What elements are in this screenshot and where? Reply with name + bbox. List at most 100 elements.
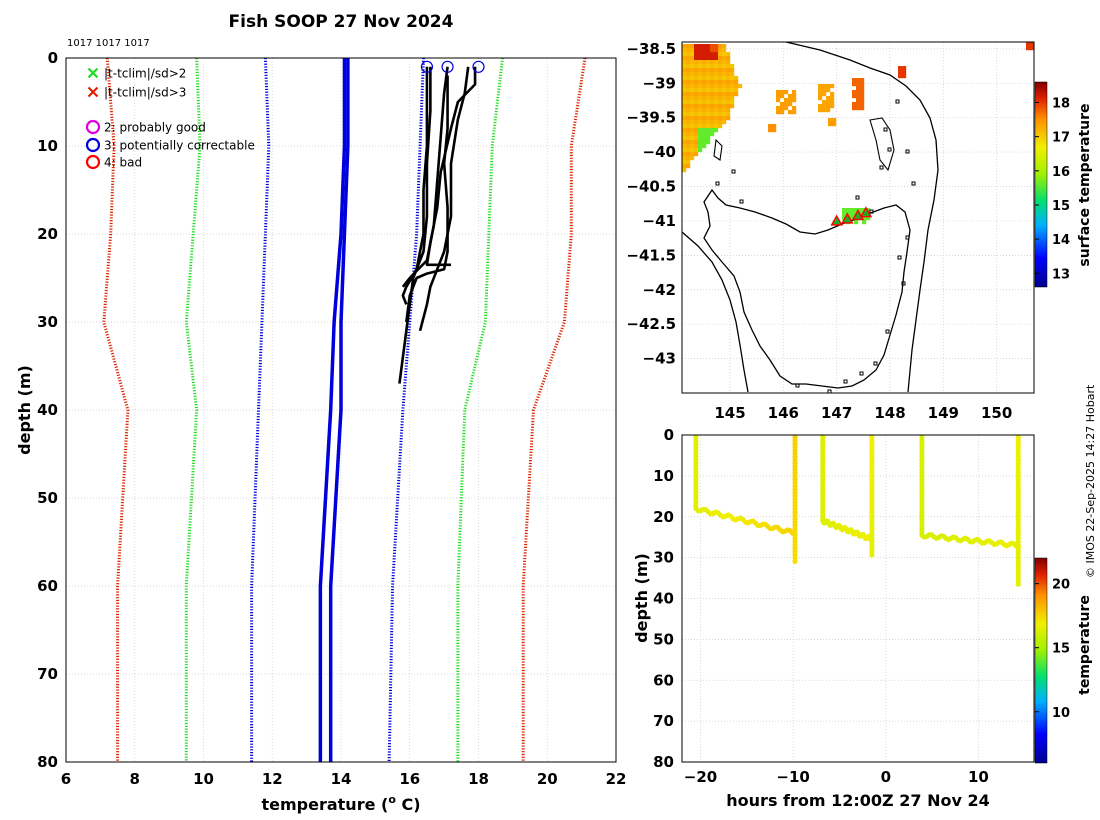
sst-pixel xyxy=(898,74,903,79)
sst-pixel xyxy=(706,104,711,109)
sst-pixel xyxy=(898,66,903,71)
sst-pixel xyxy=(850,212,855,217)
sst-pixel xyxy=(726,88,731,93)
sst-pixel xyxy=(856,94,861,99)
sst-pixel xyxy=(682,60,687,65)
sst-pixel xyxy=(854,208,859,213)
sst-pixel xyxy=(710,104,715,109)
sst-pixel xyxy=(690,140,695,145)
sst-pixel xyxy=(682,92,687,97)
sst-pixel xyxy=(822,88,827,93)
sst-pixel xyxy=(710,76,715,81)
sst-pixel xyxy=(694,84,699,89)
sst-pixel xyxy=(710,108,715,113)
coastline-islands xyxy=(713,99,916,393)
sst-pixel xyxy=(772,124,777,129)
sst-pixel xyxy=(856,106,861,111)
sst-pixel xyxy=(714,60,719,65)
sst-pixel xyxy=(726,112,731,117)
sst-pixel xyxy=(694,76,699,81)
clim-mean-line xyxy=(328,58,350,762)
sst-pixel xyxy=(702,108,707,113)
sst-pixel xyxy=(714,108,719,113)
profile-xlabel: temperature (o C) xyxy=(261,793,420,814)
map-xtick-label: 145 xyxy=(714,404,745,422)
sst-pixel xyxy=(788,94,793,99)
sst-pixel xyxy=(734,76,739,81)
sst-pixel xyxy=(682,120,687,125)
profile-ytick-label: 80 xyxy=(37,753,58,771)
sst-pixel xyxy=(690,128,695,133)
coastline-mainland xyxy=(785,42,939,393)
sst-pixel xyxy=(718,108,723,113)
sst-pixel xyxy=(714,124,719,129)
sst-pixel xyxy=(768,128,773,133)
sst-pixel xyxy=(698,124,703,129)
sst-pixel xyxy=(726,68,731,73)
sst-pixel xyxy=(718,44,723,49)
sst-pixel xyxy=(690,144,695,149)
sst-pixel xyxy=(702,64,707,69)
sst-pixel xyxy=(730,96,735,101)
sst-pixel xyxy=(682,148,687,153)
sst-pixel xyxy=(702,88,707,93)
sst-pixel xyxy=(682,136,687,141)
sst-pixel xyxy=(718,56,723,61)
sst-pixel xyxy=(706,44,711,49)
legend-label: |t-tclim|/sd>2 xyxy=(104,67,186,81)
sst-pixel xyxy=(698,128,703,133)
sst-pixel xyxy=(718,48,723,53)
map-xtick-label: 147 xyxy=(821,404,852,422)
sst-pixel xyxy=(722,56,727,61)
island-speck xyxy=(887,147,892,152)
sst-pixel xyxy=(710,44,715,49)
map-axes-box xyxy=(681,41,1035,394)
sst-pixel xyxy=(702,72,707,77)
island-speck xyxy=(895,99,900,104)
sst-pixel xyxy=(706,92,711,97)
profile-xtick-label: 20 xyxy=(537,770,558,788)
sst-pixel xyxy=(698,144,703,149)
sst-pixel xyxy=(826,100,831,105)
sst-pixel xyxy=(830,96,835,101)
sst-pixel xyxy=(714,84,719,89)
section-colorbar-label: temperature xyxy=(1077,595,1093,695)
sst-pixel xyxy=(682,152,687,157)
map-ytick-label: −42.5 xyxy=(626,315,676,333)
map-xtick-label: 150 xyxy=(981,404,1012,422)
sst-pixel xyxy=(792,94,797,99)
sst-pixel xyxy=(830,84,835,89)
sst-pixel xyxy=(694,92,699,97)
sst-pixel xyxy=(726,116,731,121)
map-colorbar-tick-label: 15 xyxy=(1052,199,1070,214)
sst-pixel xyxy=(842,216,847,221)
sst-pixel xyxy=(686,80,691,85)
sst-pixel xyxy=(702,80,707,85)
sst-pixel xyxy=(706,132,711,137)
sst-patches xyxy=(682,42,1034,225)
sst-pixel xyxy=(698,76,703,81)
sst-pixel xyxy=(776,106,781,111)
legend-label: |t-tclim|/sd>3 xyxy=(104,86,186,100)
sst-pixel xyxy=(698,56,703,61)
sst-pixel xyxy=(860,86,865,91)
sst-pixel xyxy=(726,100,731,105)
sst-pixel xyxy=(862,216,867,221)
sst-pixel xyxy=(714,44,719,49)
sst-pixel xyxy=(856,78,861,83)
map-xtick-label: 149 xyxy=(928,404,959,422)
sst-pixel xyxy=(686,92,691,97)
sst-pixel xyxy=(792,90,797,95)
sst-pixel xyxy=(860,102,865,107)
sst-pixel xyxy=(690,44,695,49)
sst-pixel xyxy=(702,132,707,137)
sst-pixel xyxy=(686,128,691,133)
section-colorbar-tick-label: 15 xyxy=(1052,642,1070,657)
profile-xtick-label: 14 xyxy=(331,770,352,788)
sst-pixel xyxy=(690,116,695,121)
sst-pixel xyxy=(694,140,699,145)
sst-pixel xyxy=(818,108,823,113)
sst-pixel xyxy=(726,84,731,89)
sst-pixel xyxy=(718,60,723,65)
sst-pixel xyxy=(694,52,699,57)
